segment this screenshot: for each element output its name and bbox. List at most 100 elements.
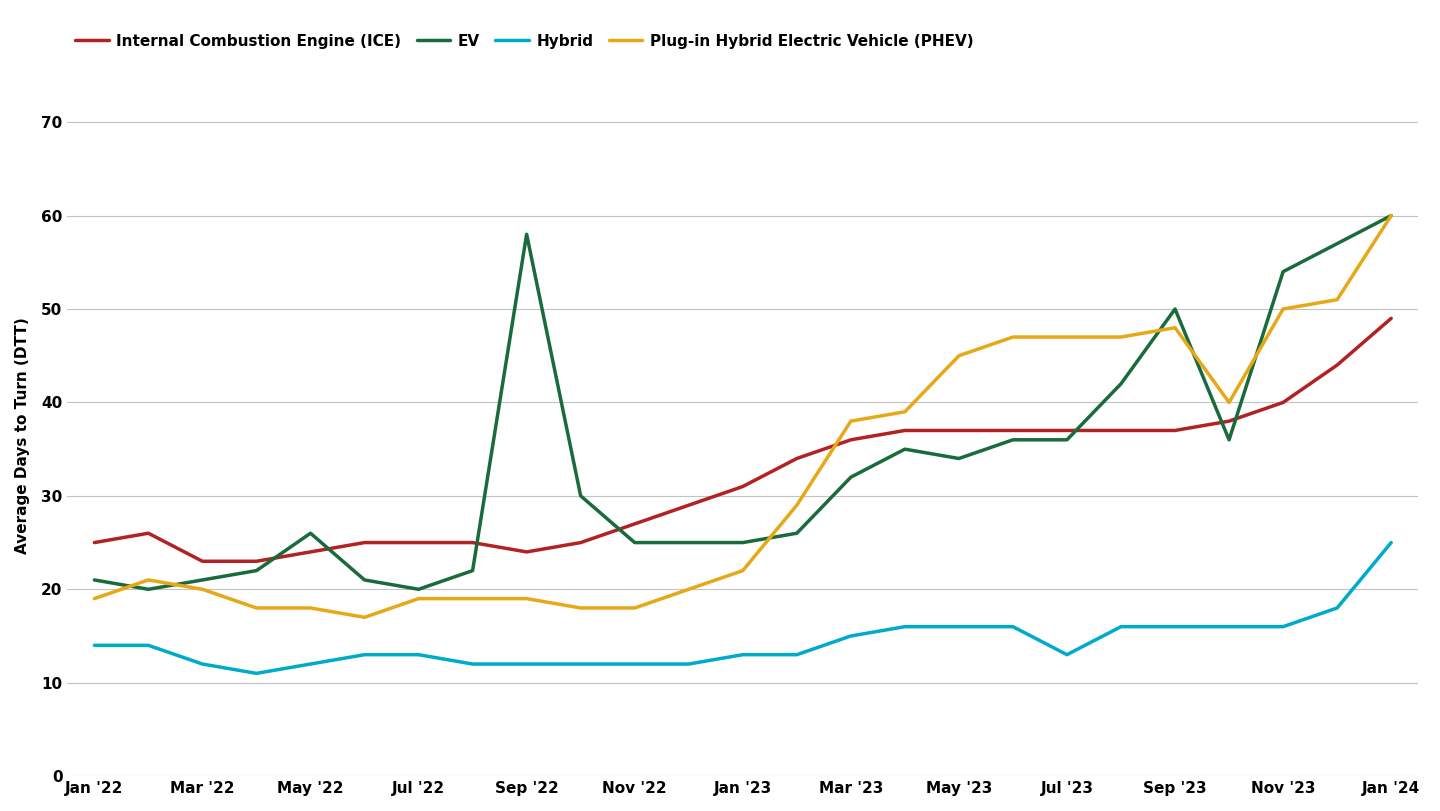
Hybrid (1004, 622, 1021, 632)
Hybrid (1112, 622, 1129, 632)
Internal Combustion Engine (ICE) (302, 547, 320, 557)
EV (194, 575, 212, 585)
Hybrid (1382, 538, 1400, 547)
Plug-in Hybrid Electric Vehicle (PHEV) (1112, 333, 1129, 342)
EV (626, 538, 644, 547)
EV (410, 585, 428, 594)
Plug-in Hybrid Electric Vehicle (PHEV) (302, 603, 320, 613)
Plug-in Hybrid Electric Vehicle (PHEV) (518, 594, 536, 603)
Hybrid (950, 622, 968, 632)
Hybrid (464, 659, 481, 669)
Internal Combustion Engine (ICE) (1004, 426, 1021, 436)
Hybrid (626, 659, 644, 669)
Hybrid (1274, 622, 1292, 632)
EV (1274, 267, 1292, 277)
Hybrid (572, 659, 589, 669)
Plug-in Hybrid Electric Vehicle (PHEV) (464, 594, 481, 603)
EV (788, 529, 805, 539)
EV (248, 566, 265, 576)
EV (86, 575, 104, 585)
Internal Combustion Engine (ICE) (194, 556, 212, 566)
Plug-in Hybrid Electric Vehicle (PHEV) (626, 603, 644, 613)
Y-axis label: Average Days to Turn (DTT): Average Days to Turn (DTT) (14, 317, 30, 554)
EV (572, 491, 589, 500)
EV (950, 453, 968, 463)
Internal Combustion Engine (ICE) (410, 538, 428, 547)
Internal Combustion Engine (ICE) (1166, 426, 1184, 436)
Plug-in Hybrid Electric Vehicle (PHEV) (1382, 211, 1400, 221)
Hybrid (842, 631, 860, 641)
EV (356, 575, 373, 585)
Internal Combustion Engine (ICE) (1058, 426, 1076, 436)
Legend: Internal Combustion Engine (ICE), EV, Hybrid, Plug-in Hybrid Electric Vehicle (P: Internal Combustion Engine (ICE), EV, Hy… (75, 33, 973, 49)
Plug-in Hybrid Electric Vehicle (PHEV) (1221, 397, 1238, 407)
Internal Combustion Engine (ICE) (1221, 416, 1238, 426)
Internal Combustion Engine (ICE) (1274, 397, 1292, 407)
Line: EV: EV (95, 216, 1391, 590)
EV (842, 472, 860, 482)
Hybrid (302, 659, 320, 669)
EV (896, 444, 913, 454)
Internal Combustion Engine (ICE) (356, 538, 373, 547)
Hybrid (1221, 622, 1238, 632)
EV (140, 585, 157, 594)
Hybrid (896, 622, 913, 632)
EV (518, 230, 536, 239)
Line: Hybrid: Hybrid (95, 543, 1391, 673)
Internal Combustion Engine (ICE) (518, 547, 536, 557)
EV (464, 566, 481, 576)
EV (1058, 435, 1076, 444)
Hybrid (140, 641, 157, 650)
Plug-in Hybrid Electric Vehicle (PHEV) (1004, 333, 1021, 342)
Internal Combustion Engine (ICE) (140, 529, 157, 539)
Internal Combustion Engine (ICE) (788, 453, 805, 463)
EV (1329, 238, 1346, 248)
Hybrid (1329, 603, 1346, 613)
Internal Combustion Engine (ICE) (680, 500, 697, 510)
Plug-in Hybrid Electric Vehicle (PHEV) (410, 594, 428, 603)
Plug-in Hybrid Electric Vehicle (PHEV) (1166, 323, 1184, 333)
Hybrid (788, 650, 805, 659)
Plug-in Hybrid Electric Vehicle (PHEV) (734, 566, 752, 576)
Plug-in Hybrid Electric Vehicle (PHEV) (1329, 295, 1346, 305)
EV (1004, 435, 1021, 444)
Hybrid (518, 659, 536, 669)
Internal Combustion Engine (ICE) (86, 538, 104, 547)
Internal Combustion Engine (ICE) (950, 426, 968, 436)
Plug-in Hybrid Electric Vehicle (PHEV) (572, 603, 589, 613)
EV (734, 538, 752, 547)
Internal Combustion Engine (ICE) (1329, 360, 1346, 370)
Hybrid (680, 659, 697, 669)
Internal Combustion Engine (ICE) (626, 519, 644, 529)
Plug-in Hybrid Electric Vehicle (PHEV) (680, 585, 697, 594)
Plug-in Hybrid Electric Vehicle (PHEV) (248, 603, 265, 613)
Hybrid (1058, 650, 1076, 659)
EV (302, 529, 320, 539)
Plug-in Hybrid Electric Vehicle (PHEV) (1058, 333, 1076, 342)
Internal Combustion Engine (ICE) (464, 538, 481, 547)
Plug-in Hybrid Electric Vehicle (PHEV) (950, 351, 968, 361)
EV (1112, 379, 1129, 388)
Plug-in Hybrid Electric Vehicle (PHEV) (842, 416, 860, 426)
Hybrid (194, 659, 212, 669)
Internal Combustion Engine (ICE) (842, 435, 860, 444)
Internal Combustion Engine (ICE) (734, 482, 752, 491)
Line: Internal Combustion Engine (ICE): Internal Combustion Engine (ICE) (95, 319, 1391, 561)
Internal Combustion Engine (ICE) (1112, 426, 1129, 436)
Internal Combustion Engine (ICE) (1382, 314, 1400, 324)
Hybrid (356, 650, 373, 659)
Hybrid (1166, 622, 1184, 632)
Plug-in Hybrid Electric Vehicle (PHEV) (788, 500, 805, 510)
Line: Plug-in Hybrid Electric Vehicle (PHEV): Plug-in Hybrid Electric Vehicle (PHEV) (95, 216, 1391, 617)
Plug-in Hybrid Electric Vehicle (PHEV) (896, 407, 913, 417)
EV (1382, 211, 1400, 221)
EV (1166, 304, 1184, 314)
EV (680, 538, 697, 547)
Plug-in Hybrid Electric Vehicle (PHEV) (140, 575, 157, 585)
Plug-in Hybrid Electric Vehicle (PHEV) (86, 594, 104, 603)
EV (1221, 435, 1238, 444)
Plug-in Hybrid Electric Vehicle (PHEV) (1274, 304, 1292, 314)
Plug-in Hybrid Electric Vehicle (PHEV) (356, 612, 373, 622)
Hybrid (248, 668, 265, 678)
Plug-in Hybrid Electric Vehicle (PHEV) (194, 585, 212, 594)
